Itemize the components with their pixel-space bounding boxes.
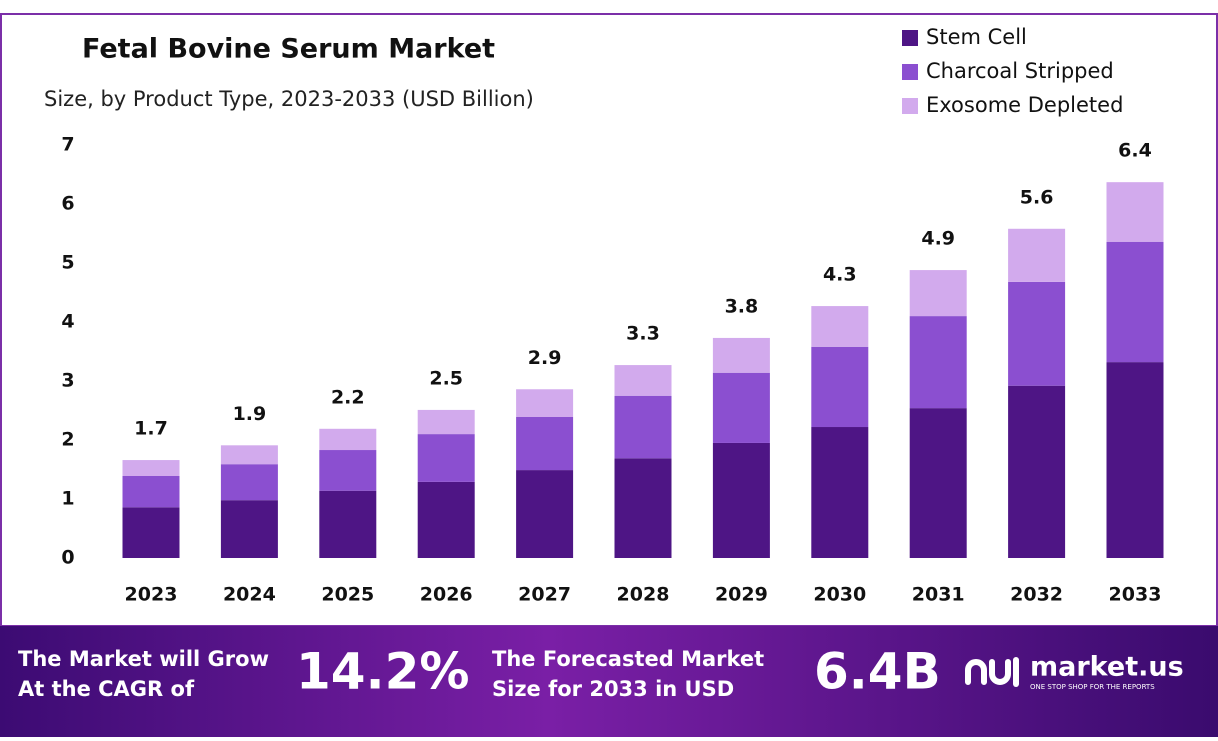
total-label: 5.6 xyxy=(1020,186,1054,208)
bar-segment xyxy=(811,346,869,428)
bar-segment xyxy=(1008,385,1066,558)
bar-segment xyxy=(712,372,770,443)
x-tick-label: 2028 xyxy=(617,584,670,606)
bar-segment xyxy=(417,481,475,558)
y-tick-label: 0 xyxy=(61,547,74,569)
total-label: 3.3 xyxy=(626,323,660,345)
bar-segment xyxy=(319,490,377,558)
brand: market.us xyxy=(1030,652,1184,683)
bar-segment xyxy=(319,450,377,491)
x-tick-label: 2027 xyxy=(518,584,571,606)
forecast-text: The Forecasted Market xyxy=(492,647,764,671)
x-tick-label: 2032 xyxy=(1010,584,1063,606)
tagline: ONE STOP SHOP FOR THE REPORTS xyxy=(1030,683,1155,691)
bar-segment xyxy=(909,316,967,409)
x-tick-label: 2033 xyxy=(1109,584,1162,606)
total-label: 2.9 xyxy=(528,347,562,369)
x-tick-label: 2029 xyxy=(715,584,768,606)
bar-segment xyxy=(122,475,180,508)
bar-segment xyxy=(614,365,672,396)
x-tick-label: 2025 xyxy=(321,584,374,606)
legend-label: Exosome Depleted xyxy=(926,93,1123,117)
bar-segment xyxy=(516,416,574,471)
forecast-text: Size for 2033 in USD xyxy=(492,677,734,701)
bar-segment xyxy=(614,395,672,459)
x-tick-label: 2031 xyxy=(912,584,965,606)
bar-segment xyxy=(1106,362,1164,558)
y-tick-label: 2 xyxy=(61,429,74,451)
bar-segment xyxy=(1008,281,1066,386)
bar-segment xyxy=(319,428,377,451)
bar-segment xyxy=(1106,241,1164,363)
total-label: 2.2 xyxy=(331,386,365,408)
total-label: 1.9 xyxy=(233,403,267,425)
bar-segment xyxy=(516,470,574,558)
legend-swatch xyxy=(902,30,918,46)
chart-subtitle: Size, by Product Type, 2023-2033 (USD Bi… xyxy=(44,87,534,111)
bar-segment xyxy=(122,460,180,476)
total-label: 4.3 xyxy=(823,264,857,286)
bar-segment xyxy=(516,389,574,417)
cagr-value: 14.2% xyxy=(296,643,469,701)
total-label: 2.5 xyxy=(429,367,463,389)
y-tick-label: 4 xyxy=(61,311,74,333)
bar-segment xyxy=(811,306,869,347)
total-label: 4.9 xyxy=(921,228,955,250)
chart-title: Fetal Bovine Serum Market xyxy=(82,34,495,65)
total-label: 6.4 xyxy=(1118,140,1152,162)
legend-label: Stem Cell xyxy=(926,25,1027,49)
y-tick-label: 5 xyxy=(61,252,74,274)
y-tick-label: 7 xyxy=(61,134,74,156)
forecast-value: 6.4B xyxy=(814,643,941,701)
bar-segment xyxy=(909,270,967,317)
bar-segment xyxy=(417,434,475,482)
y-tick-label: 6 xyxy=(61,193,74,215)
legend-swatch xyxy=(902,64,918,80)
bar-segment xyxy=(614,458,672,558)
total-label: 3.8 xyxy=(725,295,759,317)
x-tick-label: 2024 xyxy=(223,584,276,606)
bar-segment xyxy=(712,442,770,558)
bar-segment xyxy=(220,500,278,558)
bar-segment xyxy=(909,408,967,558)
cagr-text: The Market will Grow xyxy=(18,647,269,671)
logo-icon xyxy=(989,659,1011,685)
y-tick-label: 3 xyxy=(61,370,74,392)
bar-segment xyxy=(417,409,475,435)
bar-segment xyxy=(1106,182,1164,242)
legend-swatch xyxy=(902,98,918,114)
bar-segment xyxy=(220,445,278,465)
cagr-text: At the CAGR of xyxy=(18,677,195,701)
legend-label: Charcoal Stripped xyxy=(926,59,1114,83)
y-tick-label: 1 xyxy=(61,488,74,510)
total-label: 1.7 xyxy=(134,418,168,440)
x-tick-label: 2026 xyxy=(420,584,473,606)
x-tick-label: 2030 xyxy=(813,584,866,606)
bar-segment xyxy=(811,427,869,558)
bar-segment xyxy=(220,464,278,501)
bar-segment xyxy=(712,337,770,373)
bar-segment xyxy=(1008,228,1066,282)
x-tick-label: 2023 xyxy=(125,584,178,606)
brand-logo xyxy=(965,657,1019,687)
bar-segment xyxy=(122,507,180,558)
logo-icon xyxy=(965,659,987,685)
